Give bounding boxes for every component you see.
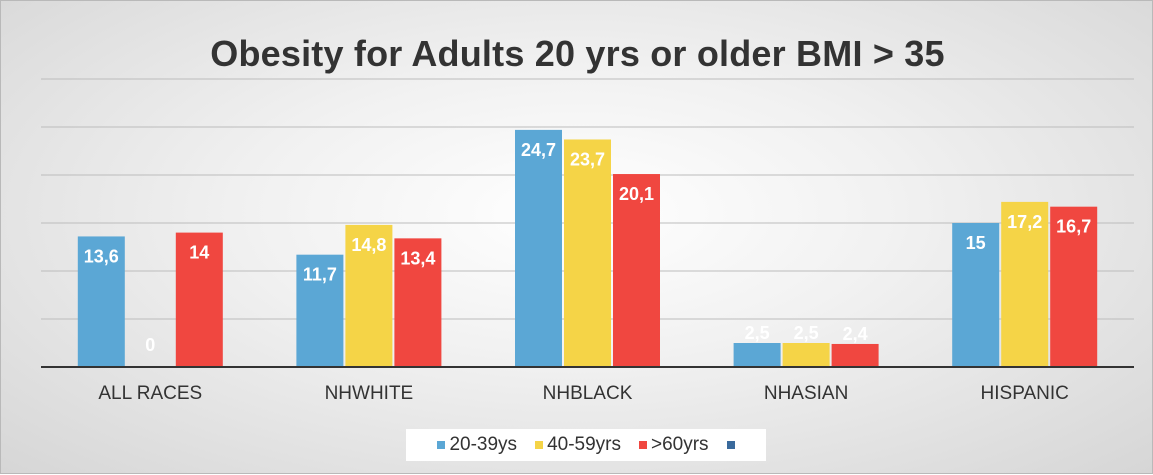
data-label: 23,7 xyxy=(570,149,605,169)
legend-label: 40-59yrs xyxy=(547,434,621,455)
legend-item: >60yrs xyxy=(638,434,709,456)
data-label: 2,5 xyxy=(745,323,770,343)
data-label: 17,2 xyxy=(1007,212,1042,232)
data-label: 11,7 xyxy=(303,265,337,285)
data-label: 0 xyxy=(145,335,155,355)
legend-swatch xyxy=(535,441,544,449)
data-label: 13,4 xyxy=(400,248,435,268)
legend-item xyxy=(726,441,735,449)
category-label: NHASIAN xyxy=(764,383,848,404)
category-label: NHWHITE xyxy=(325,383,414,404)
legend-swatch xyxy=(638,441,647,449)
bar xyxy=(515,129,562,367)
data-label: 13,6 xyxy=(84,246,119,266)
bar xyxy=(1050,206,1098,367)
data-label: 20,1 xyxy=(619,184,654,204)
data-label: 2,5 xyxy=(794,323,819,343)
category-label: ALL RACES xyxy=(98,383,202,404)
data-label: 14,8 xyxy=(351,235,386,255)
bar xyxy=(175,232,223,367)
data-label: 15 xyxy=(966,233,986,253)
legend-label: 20-39ys xyxy=(449,434,518,455)
bar xyxy=(613,174,660,367)
bar xyxy=(952,223,1000,367)
legend-item: 20-39ys xyxy=(437,434,517,456)
legend-swatch xyxy=(437,441,446,449)
bar xyxy=(733,343,781,367)
legend-swatch xyxy=(726,441,735,449)
bar xyxy=(564,139,611,367)
data-label: 14 xyxy=(189,243,209,263)
data-label: 2,4 xyxy=(843,324,868,344)
category-label: NHBLACK xyxy=(543,383,633,404)
bar xyxy=(1001,201,1049,367)
bar xyxy=(77,236,125,367)
bar xyxy=(296,254,344,367)
category-label: HISPANIC xyxy=(981,383,1069,404)
legend-label: >60yrs xyxy=(650,434,709,455)
chart-title: Obesity for Adults 20 yrs or older BMI >… xyxy=(210,33,945,74)
bar xyxy=(345,224,393,367)
chart-legend: 20-39ys 40-59yrs >60yrs xyxy=(406,429,766,461)
data-label: 24,7 xyxy=(521,140,556,160)
bar xyxy=(782,343,830,367)
bar xyxy=(394,238,442,367)
data-label: 16,7 xyxy=(1056,217,1091,237)
bar xyxy=(831,343,879,367)
legend-item: 40-59yrs xyxy=(535,434,621,456)
